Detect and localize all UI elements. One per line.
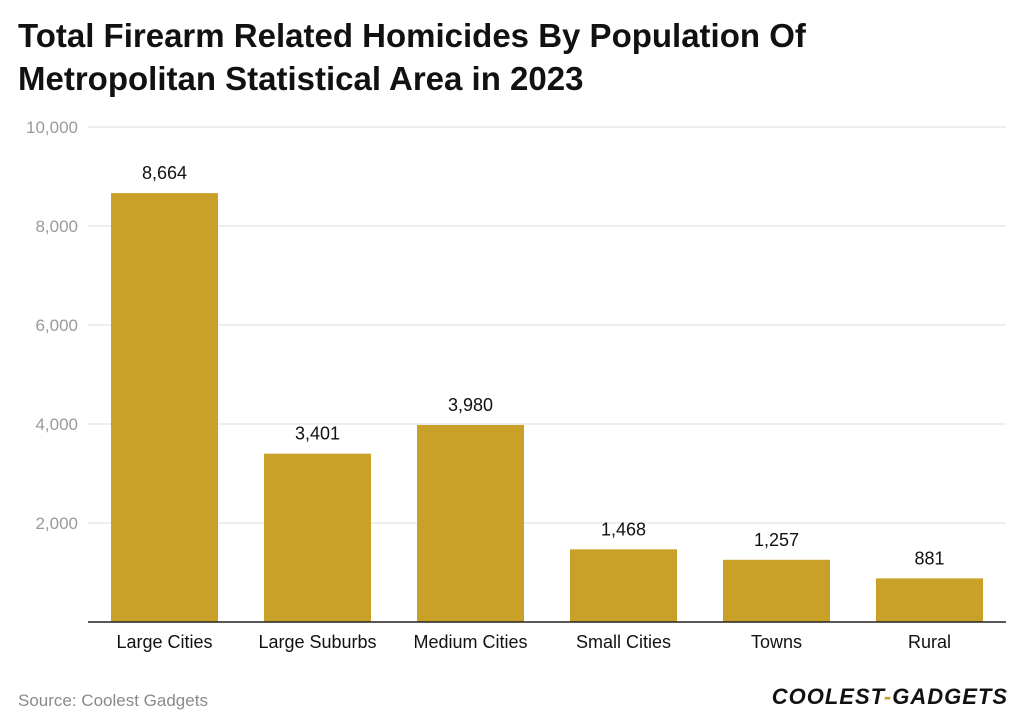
bar bbox=[111, 193, 218, 622]
brand-logo: COOLEST-GADGETS bbox=[772, 684, 1008, 710]
y-axis-tick-labels: 2,000 4,000 6,000 8,000 10,000 bbox=[26, 118, 78, 533]
x-category-label: Small Cities bbox=[576, 632, 671, 652]
bar-value-label: 3,980 bbox=[448, 395, 493, 415]
brand-text-coolest: COOLEST bbox=[771, 684, 884, 709]
x-category-label: Medium Cities bbox=[413, 632, 527, 652]
brand-dash: - bbox=[883, 684, 893, 709]
x-category-label: Towns bbox=[751, 632, 802, 652]
source-note: Source: Coolest Gadgets bbox=[18, 691, 208, 710]
x-category-label: Large Suburbs bbox=[258, 632, 376, 652]
gridlines bbox=[88, 126, 1006, 524]
bar bbox=[876, 578, 983, 622]
brand-text-gadgets: GADGETS bbox=[892, 684, 1008, 709]
bar-value-label: 1,468 bbox=[601, 519, 646, 539]
bar-value-label: 3,401 bbox=[295, 424, 340, 444]
bar bbox=[723, 559, 830, 622]
x-axis-category-labels: Large Cities Large Suburbs Medium Cities Sm… bbox=[116, 632, 951, 652]
bar-value-labels: 8,664 3,401 3,980 1,468 1,257 881 bbox=[142, 163, 945, 568]
bar-value-label: 8,664 bbox=[142, 163, 187, 183]
y-tick-label: 2,000 bbox=[35, 514, 78, 533]
x-category-label: Rural bbox=[908, 632, 951, 652]
x-category-label: Large Cities bbox=[116, 632, 212, 652]
bar-value-label: 1,257 bbox=[754, 530, 799, 550]
y-tick-label: 6,000 bbox=[35, 316, 78, 335]
bar-chart: 2,000 4,000 6,000 8,000 10,000 8,664 3,401 3,9… bbox=[26, 118, 1006, 652]
y-tick-label: 4,000 bbox=[35, 415, 78, 434]
bar bbox=[570, 549, 677, 622]
bar bbox=[417, 424, 524, 622]
bars bbox=[111, 193, 983, 622]
bar-value-label: 881 bbox=[914, 548, 944, 568]
y-tick-label: 10,000 bbox=[26, 118, 78, 137]
y-tick-label: 8,000 bbox=[35, 217, 78, 236]
chart-title: Total Firearm Related Homicides By Popul… bbox=[18, 17, 806, 97]
bar bbox=[264, 453, 371, 622]
